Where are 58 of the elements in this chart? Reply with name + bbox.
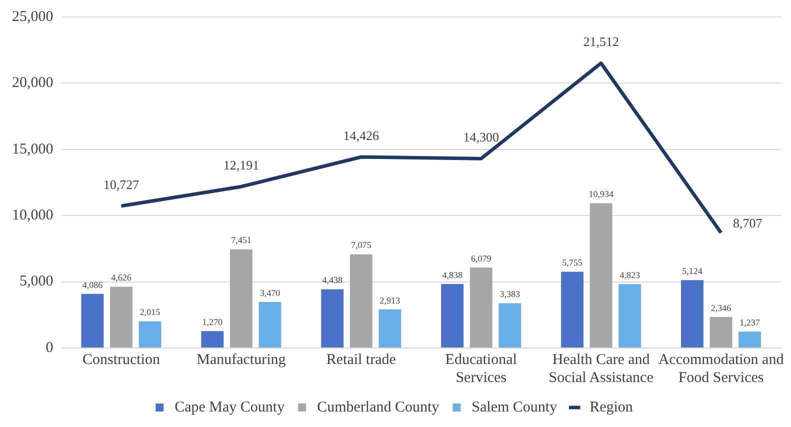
data-label: 7,451	[231, 235, 252, 246]
data-label: 4,838	[442, 270, 463, 280]
bar	[110, 286, 132, 348]
data-label: 10,727	[103, 176, 140, 192]
bar	[350, 254, 372, 348]
x-tick-label: Retail trade	[326, 352, 396, 368]
y-tick-label: 10,000	[12, 208, 54, 224]
bar	[470, 268, 492, 348]
data-label: 5,124	[682, 266, 703, 276]
y-tick-label: 0	[46, 340, 54, 356]
data-label: 4,438	[322, 275, 343, 286]
data-label: 21,512	[583, 34, 619, 50]
data-label: 14,426	[343, 128, 380, 143]
legend-label: Region	[590, 399, 634, 416]
data-label: 4,823	[620, 270, 640, 280]
data-label: 2,015	[140, 307, 161, 318]
data-label: 8,707	[733, 216, 763, 231]
x-tick-label: Educational Services	[445, 352, 517, 386]
bar	[230, 249, 252, 348]
data-label: 3,383	[500, 289, 521, 300]
data-label: 10,934	[588, 189, 614, 200]
data-label: 1,237	[740, 317, 760, 328]
bar	[681, 280, 704, 348]
data-label: 4,086	[82, 280, 104, 290]
data-label: 14,300	[463, 130, 499, 145]
bar	[441, 284, 464, 348]
x-tick-label: Accommodation and Food Services	[658, 352, 784, 386]
data-label: 3,470	[260, 288, 281, 298]
data-label: 5,755	[562, 258, 583, 268]
data-label: 6,079	[470, 253, 492, 264]
data-label: 7,075	[351, 240, 372, 250]
x-tick-label: Construction	[82, 352, 160, 368]
legend-label: Salem County	[472, 399, 558, 416]
bar	[561, 272, 584, 348]
bar	[498, 303, 522, 348]
bar	[710, 316, 732, 348]
data-label: 4,626	[111, 272, 132, 283]
bar	[738, 332, 762, 348]
x-tick-label: Manufacturing	[196, 352, 286, 368]
y-tick-label: 25,000	[12, 8, 54, 25]
data-label: 2,913	[380, 295, 401, 306]
bar	[618, 284, 642, 348]
bar	[321, 289, 344, 348]
y-tick-label: 5,000	[20, 274, 54, 290]
y-tick-label: 20,000	[12, 75, 54, 92]
bar	[201, 331, 224, 348]
bar	[258, 302, 282, 348]
legend-label: Cape May County	[174, 399, 286, 416]
x-tick-label: Health Care and Social Assistance	[548, 352, 654, 386]
legend-label: Cumberland County	[317, 399, 440, 416]
bar	[81, 294, 104, 348]
bar	[138, 321, 162, 348]
data-label: 2,346	[710, 302, 732, 313]
data-label: 12,191	[223, 158, 260, 173]
data-label: 1,270	[202, 317, 224, 328]
bar	[378, 309, 402, 348]
y-tick-label: 15,000	[12, 141, 54, 158]
bar	[590, 203, 612, 348]
